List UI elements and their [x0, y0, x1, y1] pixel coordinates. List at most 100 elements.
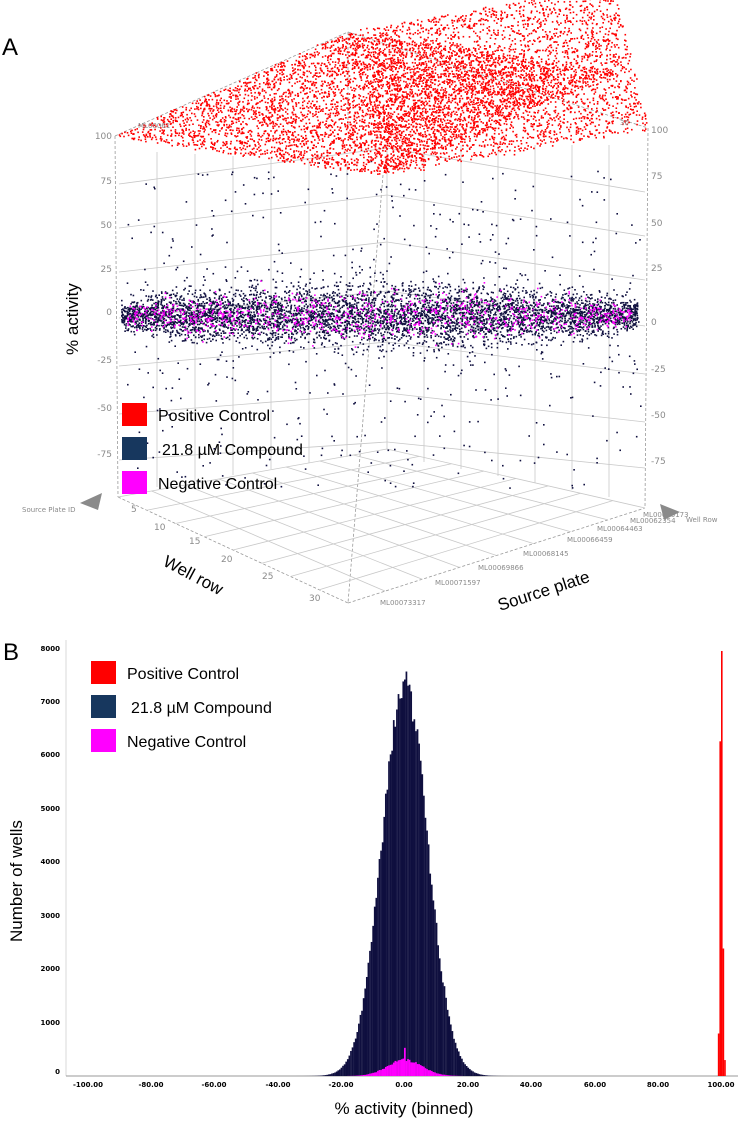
compound-point — [410, 307, 412, 310]
compound-point — [532, 322, 534, 325]
compound-point — [383, 295, 385, 297]
compound-point — [424, 314, 426, 316]
compound-point — [349, 324, 351, 326]
compound-point — [484, 323, 487, 325]
compound-point — [478, 332, 480, 334]
compound-point — [221, 318, 223, 320]
compound-point — [383, 302, 385, 305]
compound-point — [410, 285, 413, 287]
compound-point — [413, 317, 416, 319]
compound-point — [341, 299, 344, 301]
compound-point — [369, 282, 371, 284]
compound-point — [371, 332, 374, 334]
compound-point — [482, 288, 485, 291]
compound-point — [250, 316, 252, 319]
compound-point — [265, 310, 267, 313]
compound-point — [454, 328, 456, 330]
compound-point — [618, 321, 621, 324]
compound-point — [181, 309, 184, 311]
compound-point — [357, 317, 359, 320]
compound-point — [127, 328, 130, 330]
compound-point — [531, 304, 533, 307]
compound-point — [204, 310, 206, 313]
compound-point — [371, 309, 374, 312]
compound-point — [405, 302, 408, 305]
compound-point — [307, 328, 309, 330]
compound-point — [269, 298, 271, 300]
compound-point — [409, 312, 412, 314]
compound-point — [598, 327, 600, 330]
compound-point — [490, 332, 493, 335]
compound-point — [597, 303, 600, 305]
compound-point — [621, 308, 624, 310]
compound-point — [260, 331, 263, 334]
compound-point — [600, 325, 602, 327]
compound-point — [146, 300, 149, 302]
compound-point — [602, 323, 604, 326]
compound-point — [187, 331, 190, 333]
compound-point — [478, 314, 481, 317]
compound-point — [306, 294, 308, 296]
compound-point — [400, 316, 403, 319]
compound-point — [430, 336, 432, 339]
compound-point — [449, 325, 452, 328]
wall-grid-line — [386, 241, 646, 281]
compound-point — [311, 287, 313, 289]
compound-point — [241, 319, 244, 322]
compound-point — [146, 309, 149, 312]
compound-point — [206, 268, 208, 270]
compound-point — [234, 307, 236, 309]
compound-point — [589, 294, 592, 296]
compound-point — [483, 277, 485, 279]
compound-point — [623, 316, 626, 318]
compound-point — [251, 317, 254, 319]
compound-point — [328, 297, 331, 299]
compound-point — [241, 324, 243, 327]
compound-point — [550, 326, 553, 328]
compound-point — [573, 320, 576, 322]
compound-point — [345, 335, 348, 337]
compound-point — [533, 306, 535, 308]
compound-point — [451, 340, 454, 343]
compound-point — [540, 327, 542, 330]
compound-point — [510, 326, 512, 328]
compound-point — [416, 342, 419, 345]
compound-point — [122, 316, 124, 319]
compound-point — [348, 323, 351, 325]
compound-point — [202, 305, 205, 307]
compound-point — [507, 314, 509, 316]
compound-point — [157, 305, 159, 307]
compound-point — [297, 322, 299, 324]
compound-point — [427, 315, 430, 318]
compound-point — [245, 298, 248, 300]
compound-point — [323, 336, 325, 339]
compound-point — [359, 285, 361, 288]
compound-point — [290, 308, 292, 310]
compound-point — [320, 313, 323, 315]
compound-point — [569, 310, 571, 312]
compound-point — [181, 326, 184, 328]
compound-point — [464, 308, 467, 310]
compound-point — [542, 326, 544, 328]
compound-point — [606, 335, 609, 337]
compound-point — [487, 345, 490, 348]
wall-grid-line — [386, 441, 646, 469]
compound-point — [368, 307, 370, 310]
compound-point — [561, 296, 563, 299]
compound-point — [384, 331, 386, 333]
compound-point — [633, 305, 635, 307]
compound-point — [214, 301, 217, 303]
compound-point — [196, 320, 199, 323]
compound-point — [460, 345, 463, 348]
compound-point — [568, 325, 571, 327]
compound-point — [408, 285, 410, 287]
compound-point — [350, 313, 353, 315]
compound-point — [548, 319, 551, 322]
compound-point — [587, 307, 590, 309]
compound-point — [462, 331, 464, 333]
compound-point — [278, 316, 281, 318]
compound-point — [176, 308, 179, 310]
compound-point — [554, 317, 556, 319]
compound-point — [396, 336, 398, 338]
compound-point — [361, 305, 364, 307]
